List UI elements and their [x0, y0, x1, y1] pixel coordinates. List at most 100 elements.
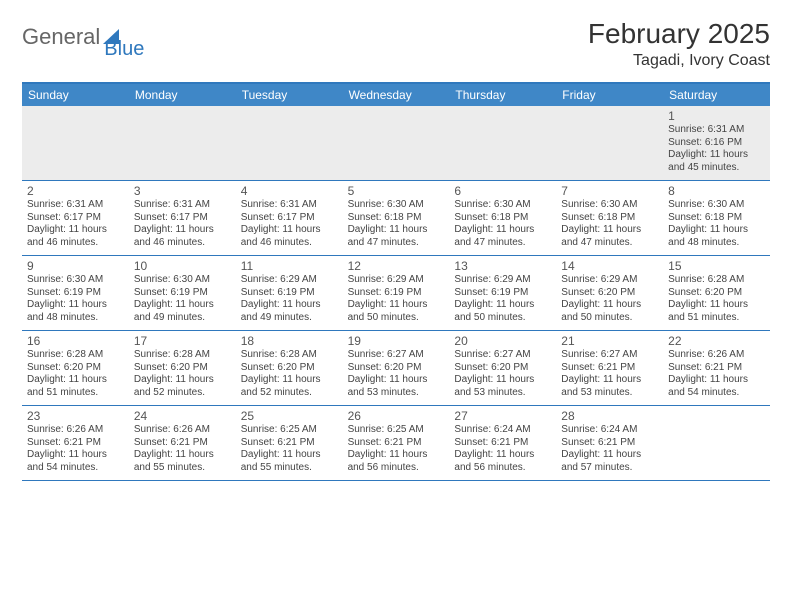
- day-details: Sunrise: 6:30 AM Sunset: 6:18 PM Dayligh…: [454, 199, 551, 249]
- day-number: 5: [348, 184, 445, 198]
- day-details: Sunrise: 6:24 AM Sunset: 6:21 PM Dayligh…: [454, 424, 551, 474]
- day-cell: 23Sunrise: 6:26 AM Sunset: 6:21 PM Dayli…: [22, 406, 129, 480]
- day-cell: [343, 106, 450, 180]
- day-details: Sunrise: 6:30 AM Sunset: 6:19 PM Dayligh…: [134, 274, 231, 324]
- day-number: 24: [134, 409, 231, 423]
- daynames-row: Sunday Monday Tuesday Wednesday Thursday…: [22, 84, 770, 106]
- day-details: Sunrise: 6:26 AM Sunset: 6:21 PM Dayligh…: [668, 349, 765, 399]
- day-details: Sunrise: 6:29 AM Sunset: 6:19 PM Dayligh…: [348, 274, 445, 324]
- day-number: 18: [241, 334, 338, 348]
- day-details: Sunrise: 6:29 AM Sunset: 6:19 PM Dayligh…: [454, 274, 551, 324]
- day-details: Sunrise: 6:30 AM Sunset: 6:18 PM Dayligh…: [348, 199, 445, 249]
- day-details: Sunrise: 6:28 AM Sunset: 6:20 PM Dayligh…: [27, 349, 124, 399]
- day-number: 26: [348, 409, 445, 423]
- day-details: Sunrise: 6:25 AM Sunset: 6:21 PM Dayligh…: [348, 424, 445, 474]
- day-cell: 21Sunrise: 6:27 AM Sunset: 6:21 PM Dayli…: [556, 331, 663, 405]
- week-row: 23 Sunrise: 6:26 AM Sunset: 6:21 PM Dayli…: [22, 406, 770, 481]
- day-number: 1: [668, 109, 765, 123]
- day-cell: 22Sunrise: 6:26 AM Sunset: 6:21 PM Dayli…: [663, 331, 770, 405]
- day-number: 27: [454, 409, 551, 423]
- day-number: 11: [241, 259, 338, 273]
- day-cell: [129, 106, 236, 180]
- day-details: Sunrise: 6:30 AM Sunset: 6:18 PM Dayligh…: [561, 199, 658, 249]
- day-details: Sunrise: 6:26 AM Sunset: 6:21 PM Dayligh…: [134, 424, 231, 474]
- day-details: Sunrise: 6:30 AM Sunset: 6:19 PM Dayligh…: [27, 274, 124, 324]
- logo: General Blue: [22, 18, 162, 50]
- day-cell: 16Sunrise: 6:28 AM Sunset: 6:20 PM Dayli…: [22, 331, 129, 405]
- day-details: Sunrise: 6:31 AM Sunset: 6:16 PM Dayligh…: [668, 124, 765, 174]
- dayname-saturday: Saturday: [663, 84, 770, 106]
- day-number: 20: [454, 334, 551, 348]
- day-number: 28: [561, 409, 658, 423]
- week-row: 9Sunrise: 6:30 AM Sunset: 6:19 PM Daylig…: [22, 256, 770, 331]
- day-number: 19: [348, 334, 445, 348]
- day-number: 6: [454, 184, 551, 198]
- day-cell: 26Sunrise: 6:25 AM Sunset: 6:21 PM Dayli…: [343, 406, 450, 480]
- day-details: Sunrise: 6:30 AM Sunset: 6:18 PM Dayligh…: [668, 199, 765, 249]
- location: Tagadi, Ivory Coast: [588, 52, 770, 70]
- day-number: 21: [561, 334, 658, 348]
- day-cell: 13Sunrise: 6:29 AM Sunset: 6:19 PM Dayli…: [449, 256, 556, 330]
- day-number: 13: [454, 259, 551, 273]
- day-cell: 17Sunrise: 6:28 AM Sunset: 6:20 PM Dayli…: [129, 331, 236, 405]
- day-details: Sunrise: 6:27 AM Sunset: 6:20 PM Dayligh…: [348, 349, 445, 399]
- day-cell: 28Sunrise: 6:24 AM Sunset: 6:21 PM Dayli…: [556, 406, 663, 480]
- logo-text-general: General: [22, 24, 100, 50]
- day-details: Sunrise: 6:24 AM Sunset: 6:21 PM Dayligh…: [561, 424, 658, 474]
- day-cell: 10Sunrise: 6:30 AM Sunset: 6:19 PM Dayli…: [129, 256, 236, 330]
- day-cell: 8Sunrise: 6:30 AM Sunset: 6:18 PM Daylig…: [663, 181, 770, 255]
- day-number: 8: [668, 184, 765, 198]
- dayname-wednesday: Wednesday: [343, 84, 450, 106]
- day-cell: 27Sunrise: 6:24 AM Sunset: 6:21 PM Dayli…: [449, 406, 556, 480]
- day-cell: 5Sunrise: 6:30 AM Sunset: 6:18 PM Daylig…: [343, 181, 450, 255]
- dayname-tuesday: Tuesday: [236, 84, 343, 106]
- dayname-sunday: Sunday: [22, 84, 129, 106]
- day-details: Sunrise: 6:27 AM Sunset: 6:20 PM Dayligh…: [454, 349, 551, 399]
- day-number: 7: [561, 184, 658, 198]
- day-number: 12: [348, 259, 445, 273]
- day-cell: [449, 106, 556, 180]
- day-details: Sunrise: 6:31 AM Sunset: 6:17 PM Dayligh…: [134, 199, 231, 249]
- day-number: 17: [134, 334, 231, 348]
- day-cell: 11Sunrise: 6:29 AM Sunset: 6:19 PM Dayli…: [236, 256, 343, 330]
- day-details: Sunrise: 6:29 AM Sunset: 6:20 PM Dayligh…: [561, 274, 658, 324]
- day-cell: [22, 106, 129, 180]
- week-row: 1Sunrise: 6:31 AM Sunset: 6:16 PM Daylig…: [22, 106, 770, 181]
- day-number: 16: [27, 334, 124, 348]
- day-cell: 19Sunrise: 6:27 AM Sunset: 6:20 PM Dayli…: [343, 331, 450, 405]
- week-row: 2Sunrise: 6:31 AM Sunset: 6:17 PM Daylig…: [22, 181, 770, 256]
- title-block: February 2025 Tagadi, Ivory Coast: [588, 18, 770, 70]
- dayname-thursday: Thursday: [449, 84, 556, 106]
- day-cell: 1Sunrise: 6:31 AM Sunset: 6:16 PM Daylig…: [663, 106, 770, 180]
- day-cell: 3Sunrise: 6:31 AM Sunset: 6:17 PM Daylig…: [129, 181, 236, 255]
- day-details: Sunrise: 6:28 AM Sunset: 6:20 PM Dayligh…: [134, 349, 231, 399]
- header: General Blue February 2025 Tagadi, Ivory…: [22, 18, 770, 70]
- day-number: 9: [27, 259, 124, 273]
- weeks-container: 1Sunrise: 6:31 AM Sunset: 6:16 PM Daylig…: [22, 106, 770, 481]
- logo-text-blue: Blue: [104, 38, 144, 61]
- day-cell: 14Sunrise: 6:29 AM Sunset: 6:20 PM Dayli…: [556, 256, 663, 330]
- day-details: Sunrise: 6:29 AM Sunset: 6:19 PM Dayligh…: [241, 274, 338, 324]
- day-cell: 2Sunrise: 6:31 AM Sunset: 6:17 PM Daylig…: [22, 181, 129, 255]
- day-cell: [663, 406, 770, 480]
- dayname-friday: Friday: [556, 84, 663, 106]
- day-cell: 9Sunrise: 6:30 AM Sunset: 6:19 PM Daylig…: [22, 256, 129, 330]
- day-cell: 7Sunrise: 6:30 AM Sunset: 6:18 PM Daylig…: [556, 181, 663, 255]
- day-cell: 20Sunrise: 6:27 AM Sunset: 6:20 PM Dayli…: [449, 331, 556, 405]
- day-number: 22: [668, 334, 765, 348]
- day-cell: [236, 106, 343, 180]
- day-cell: 25Sunrise: 6:25 AM Sunset: 6:21 PM Dayli…: [236, 406, 343, 480]
- day-number: 3: [134, 184, 231, 198]
- day-number: 4: [241, 184, 338, 198]
- day-cell: [556, 106, 663, 180]
- day-details: Sunrise: 6:25 AM Sunset: 6:21 PM Dayligh…: [241, 424, 338, 474]
- day-details: Sunrise: 6:27 AM Sunset: 6:21 PM Dayligh…: [561, 349, 658, 399]
- day-number: 23: [27, 409, 124, 423]
- week-row: 16Sunrise: 6:28 AM Sunset: 6:20 PM Dayli…: [22, 331, 770, 406]
- day-cell: 24Sunrise: 6:26 AM Sunset: 6:21 PM Dayli…: [129, 406, 236, 480]
- day-cell: 15Sunrise: 6:28 AM Sunset: 6:20 PM Dayli…: [663, 256, 770, 330]
- day-details: Sunrise: 6:28 AM Sunset: 6:20 PM Dayligh…: [241, 349, 338, 399]
- calendar: Sunday Monday Tuesday Wednesday Thursday…: [22, 82, 770, 481]
- dayname-monday: Monday: [129, 84, 236, 106]
- day-details: Sunrise: 6:31 AM Sunset: 6:17 PM Dayligh…: [27, 199, 124, 249]
